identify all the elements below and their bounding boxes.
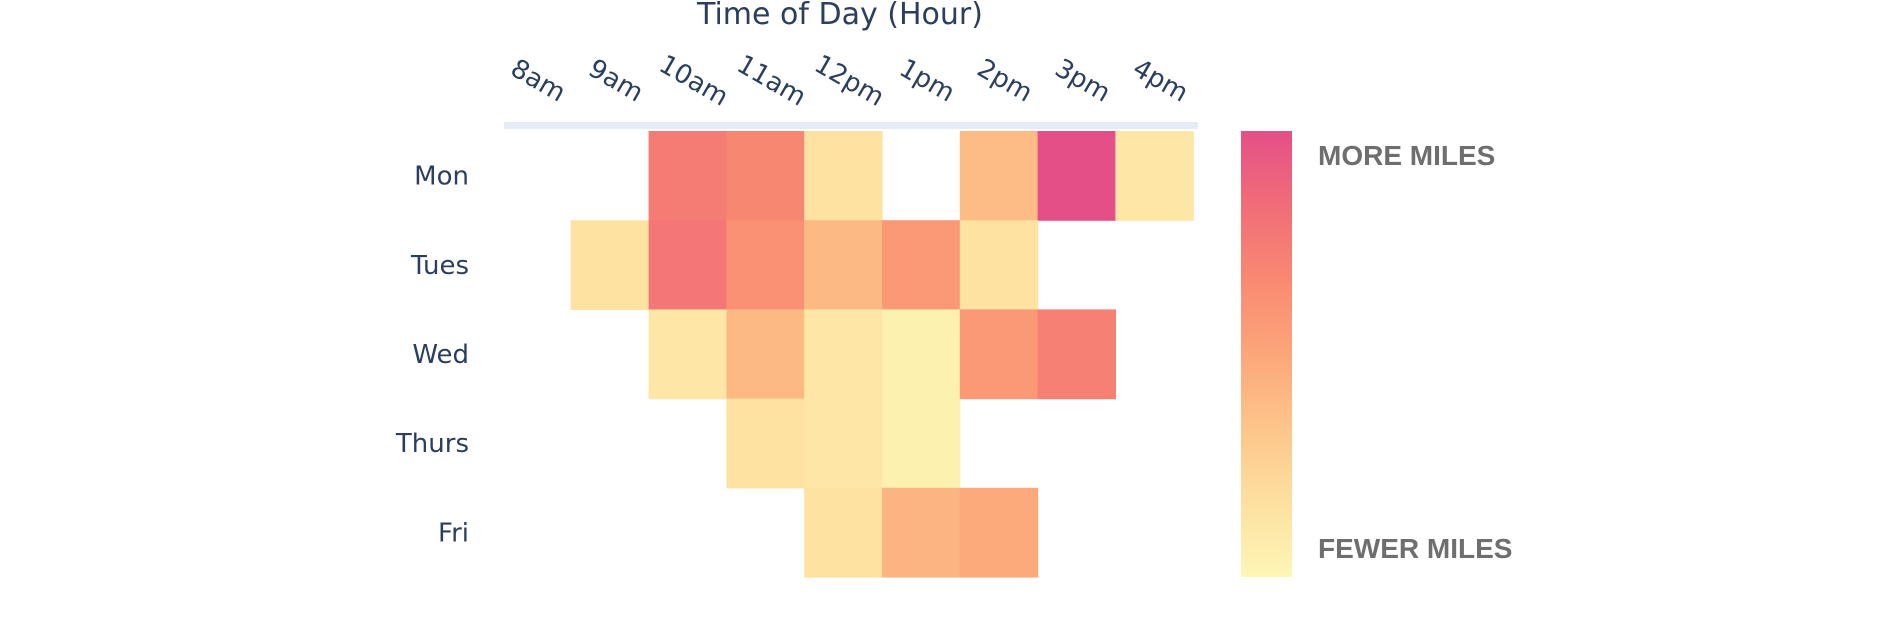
y-axis-ticks: Mon Tues Wed Thurs Fri bbox=[395, 162, 469, 549]
colorbar bbox=[1241, 131, 1292, 577]
y-tick-label: Wed bbox=[412, 340, 469, 370]
chart-title: Time of Day (Hour) bbox=[696, 0, 983, 32]
heatmap-cell bbox=[804, 220, 883, 310]
y-tick-label: Fri bbox=[438, 518, 469, 548]
heatmap-cell bbox=[882, 487, 961, 578]
heatmap-cell bbox=[648, 309, 727, 400]
heatmap-cell bbox=[648, 220, 727, 310]
heatmap-cell bbox=[1115, 131, 1194, 221]
heatmap-cell bbox=[1037, 131, 1116, 221]
x-tick-label: 3pm bbox=[1050, 53, 1116, 108]
heatmap-cell bbox=[726, 220, 805, 310]
x-tick-label: 1pm bbox=[894, 53, 960, 108]
y-tick-label: Mon bbox=[414, 162, 469, 192]
y-tick-label: Tues bbox=[410, 251, 469, 281]
colorbar-high-label: MORE MILES bbox=[1318, 140, 1495, 171]
heatmap-cell bbox=[882, 309, 961, 400]
heatmap-cell bbox=[959, 220, 1039, 310]
heatmap-cell bbox=[726, 398, 805, 489]
heatmap-cell bbox=[570, 220, 650, 310]
heatmap-cell bbox=[882, 398, 961, 489]
x-tick-label: 12pm bbox=[809, 49, 889, 112]
y-tick-label: Thurs bbox=[395, 429, 469, 459]
x-tick-label: 10am bbox=[654, 49, 733, 112]
heatmap-cells bbox=[570, 131, 1194, 578]
x-tick-label: 11am bbox=[732, 49, 811, 112]
x-tick-label: 2pm bbox=[972, 53, 1038, 108]
heatmap-cell bbox=[959, 131, 1039, 221]
x-tick-label: 9am bbox=[583, 54, 648, 109]
heatmap-cell bbox=[804, 398, 883, 489]
heatmap-cell bbox=[726, 309, 805, 400]
heatmap-cell bbox=[804, 487, 883, 578]
heatmap-cell bbox=[959, 487, 1039, 578]
heatmap-cell bbox=[882, 220, 961, 310]
heatmap-cell bbox=[804, 131, 883, 221]
heatmap-cell bbox=[804, 309, 883, 400]
x-tick-label: 8am bbox=[505, 54, 570, 109]
heatmap-cell bbox=[1037, 309, 1116, 400]
x-axis-line bbox=[504, 122, 1198, 129]
heatmap-cell bbox=[959, 309, 1039, 400]
colorbar-low-label: FEWER MILES bbox=[1318, 533, 1512, 564]
heatmap-cell bbox=[648, 131, 727, 221]
x-tick-label: 4pm bbox=[1128, 53, 1194, 108]
heatmap-cell bbox=[726, 131, 805, 221]
